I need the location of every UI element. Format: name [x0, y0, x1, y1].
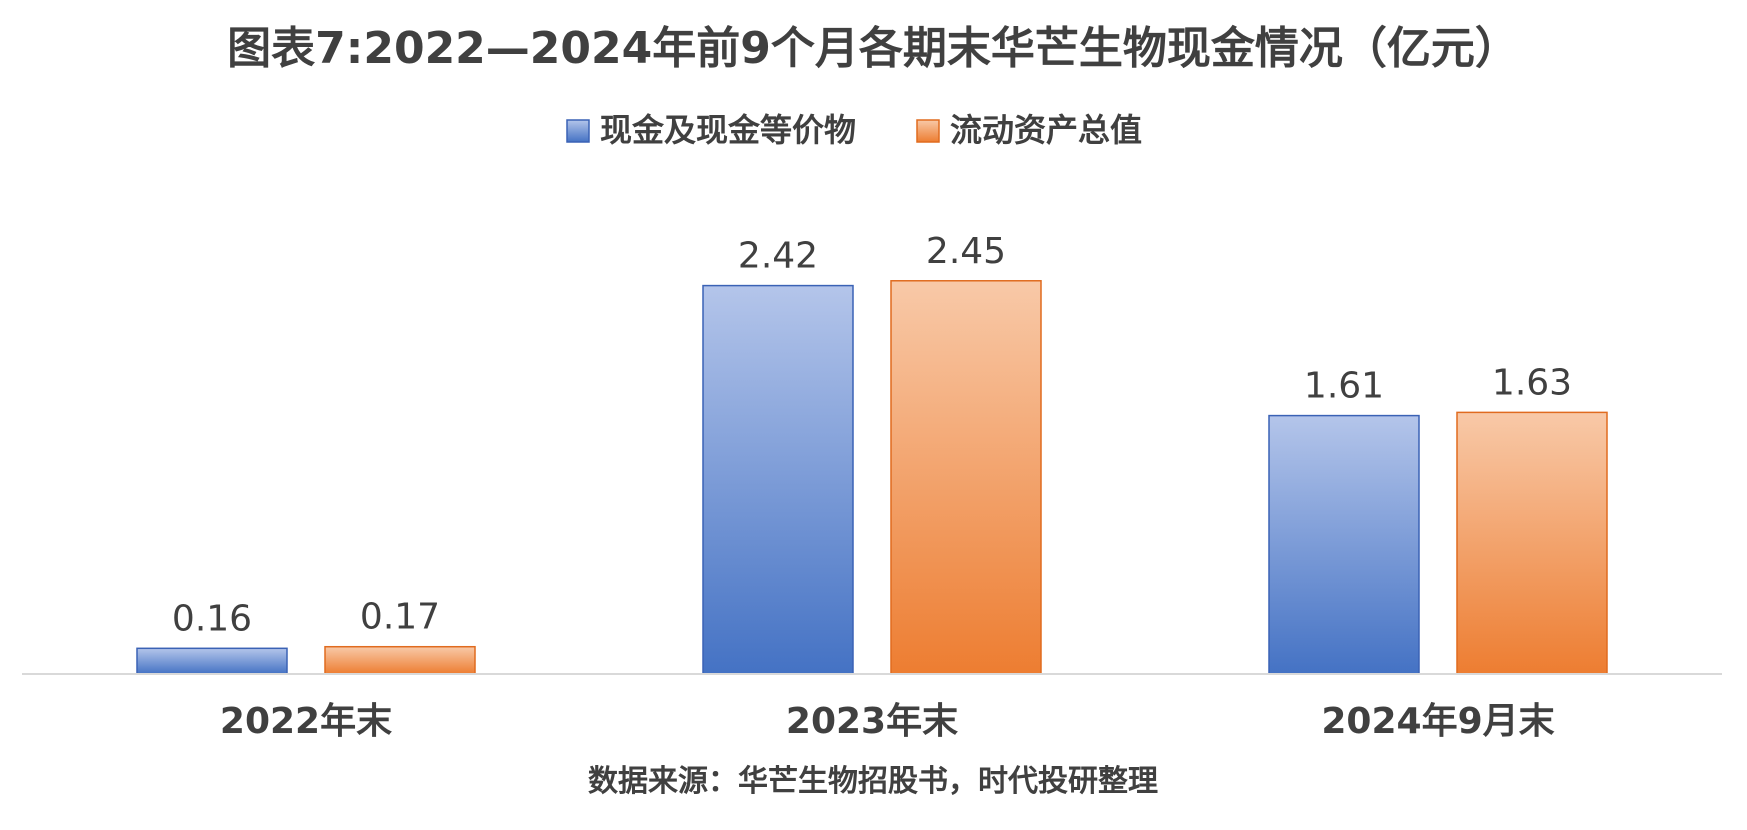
category-labels-group: 2022年末 2023年末 2024年9月末: [220, 701, 1555, 742]
value-label-series-2-cat-3: 1.63: [1492, 362, 1572, 403]
category-label-2: 2023年末: [786, 701, 958, 742]
value-labels-group: 0.16 0.17 2.42 2.45 1.61 1.63: [172, 231, 1572, 640]
source-note: 数据来源：华芒生物招股书，时代投研整理: [588, 764, 1158, 799]
legend-swatch-series-2: [916, 119, 940, 143]
legend: 现金及现金等价物 流动资产总值: [566, 111, 1142, 149]
value-label-series-1-cat-1: 0.16: [172, 598, 252, 639]
legend-label-series-2: 流动资产总值: [950, 111, 1142, 149]
value-label-series-2-cat-1: 0.17: [360, 597, 440, 638]
bar-series-2-cat-2: [890, 280, 1042, 675]
category-label-3: 2024年9月末: [1321, 701, 1554, 742]
chart-title: 图表7:2022—2024年前9个月各期末华芒生物现金情况（亿元）: [227, 23, 1519, 74]
bar-series-1-cat-3: [1268, 414, 1420, 675]
value-label-series-1-cat-3: 1.61: [1304, 366, 1384, 407]
category-label-1: 2022年末: [220, 701, 392, 742]
legend-swatch-series-1: [566, 119, 590, 143]
bar-series-2-cat-3: [1456, 411, 1608, 675]
legend-label-series-1: 现金及现金等价物: [600, 111, 856, 149]
bar-series-1-cat-2: [702, 284, 854, 675]
value-label-series-2-cat-2: 2.45: [926, 231, 1006, 272]
bar-series-2-cat-1: [324, 645, 476, 675]
bar-series-1-cat-1: [136, 647, 288, 675]
value-label-series-1-cat-2: 2.42: [738, 236, 818, 277]
bars-group: [136, 280, 1608, 675]
